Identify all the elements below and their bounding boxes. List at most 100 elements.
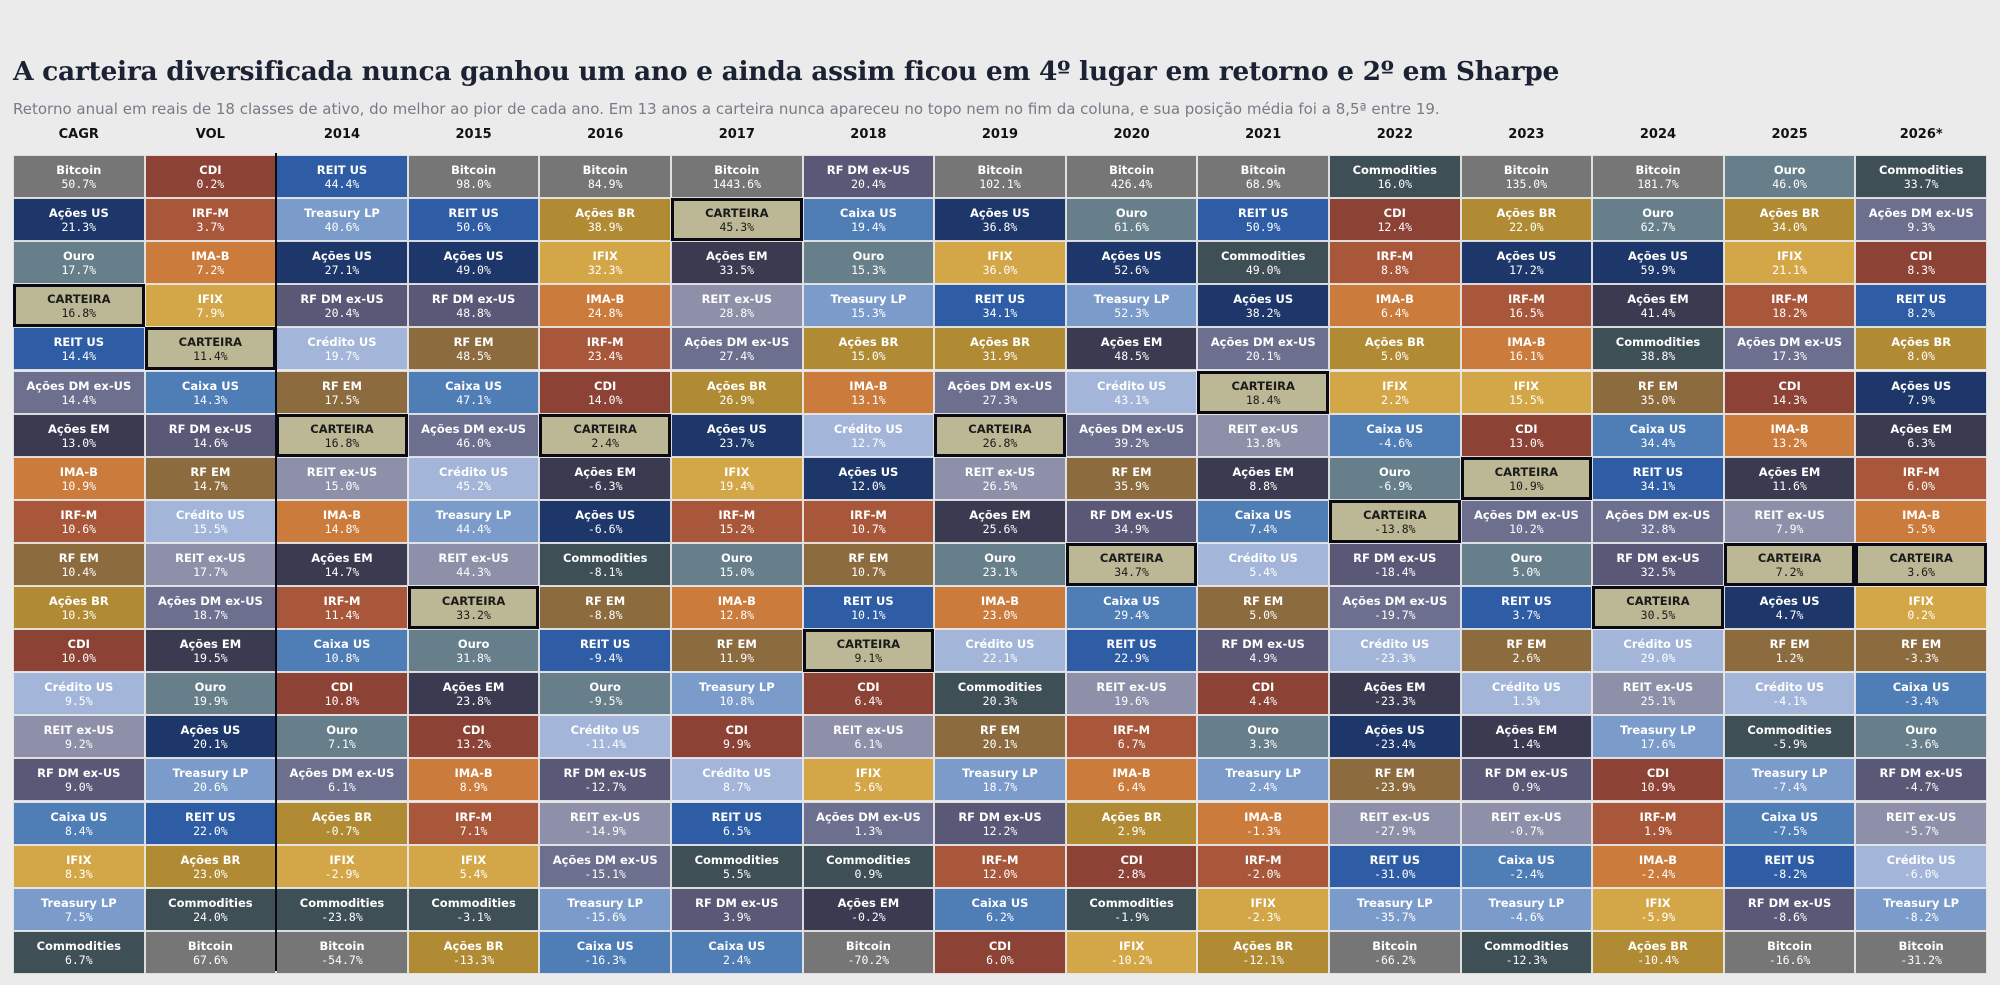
return-value: 50.9% [1245,220,1281,235]
ranking-cell: Ações BR 15.0% [802,327,935,371]
asset-label: Ações BR [48,594,109,608]
ranking-cell: Ações US 12.0% [802,456,935,500]
asset-label: RF EM [1637,378,1678,393]
asset-label: REIT US [53,335,105,350]
ranking-cell: Ações DM ex-US 1.3% [802,801,935,845]
return-value: 3.6% [1907,564,1936,579]
asset-label: IMA-B [1112,766,1151,781]
asset-label: IRF-M [191,206,229,221]
return-value: 35.9% [1114,478,1149,493]
asset-label: Ações EM [574,464,636,479]
ranking-cell: IRF-M 6.7% [1065,715,1198,759]
ranking-cell: IRF-M -2.0% [1197,844,1329,888]
ranking-cell: CDI 2.8% [1065,844,1198,888]
ranking-cell: Ações DM ex-US 17.3% [1723,327,1856,371]
asset-label: CARTEIRA [1889,550,1953,565]
chart-title: A carteira diversificada nunca ganhou um… [13,56,1560,87]
asset-label: Ações BR [1628,938,1688,953]
asset-label: Treasury LP [567,895,644,910]
asset-label: Ações DM ex-US [947,378,1053,393]
return-value: 9.9% [722,737,751,752]
ranking-cell: CDI 12.4% [1329,198,1461,242]
ranking-cell: RF EM 2.6% [1460,629,1593,673]
asset-label: REIT US [711,809,763,824]
ranking-cell: Commodities -3.1% [407,887,540,931]
asset-label: Ouro [721,550,753,565]
asset-label: Bitcoin [977,163,1023,177]
return-value: 17.7% [193,564,228,579]
ranking-cell: Treasury LP 17.6% [1592,715,1724,759]
ranking-cell: IMA-B 8.9% [407,758,540,802]
return-value: 12.0% [851,478,886,493]
asset-label: Bitcoin [1503,163,1549,177]
asset-label: RF DM ex-US [1484,766,1569,781]
ranking-cell: Treasury LP 10.8% [671,672,803,716]
return-value: 6.7% [64,952,93,967]
asset-label: Crédito US [702,766,772,781]
asset-label: Commodities [431,895,516,910]
return-value: 21.1% [1772,263,1807,278]
asset-label: REIT ex-US [1491,809,1562,824]
asset-label: Ouro [1247,723,1279,738]
asset-label: Ações BR [1233,938,1294,953]
return-value: 8.8% [1249,478,1278,493]
return-value: 5.5% [722,866,751,881]
asset-label: CDI [1120,852,1143,867]
ranking-cell: Crédito US 43.1% [1065,370,1198,414]
return-value: -23.8% [321,909,363,924]
ranking-cell: Ações EM 48.5% [1065,327,1198,371]
ranking-cell: REIT US 34.1% [934,284,1066,328]
ranking-cell: IFIX 0.2% [1855,586,1987,630]
ranking-cell: CARTEIRA 10.9% [1460,456,1593,500]
ranking-cell: REIT US 3.7% [1460,586,1593,630]
asset-label: CDI [1778,378,1801,393]
ranking-cell: IRF-M 23.4% [539,327,671,371]
asset-label: Ações DM ex-US [1605,507,1711,522]
return-value: 33.2% [456,608,491,622]
return-value: -7.5% [1772,823,1807,838]
ranking-cell: Caixa US 34.4% [1592,413,1724,457]
ranking-cell: Ouro 15.0% [671,542,803,586]
ranking-cell: Caixa US 7.4% [1197,499,1329,543]
return-value: -1.3% [1245,823,1281,838]
asset-label: IRF-M [1902,464,1940,479]
ranking-cell: CARTEIRA 18.4% [1197,370,1329,414]
asset-label: Ações US [706,421,767,436]
asset-label: Bitcoin [56,163,102,177]
return-value: 6.4% [854,694,883,709]
return-value: 135.0% [1505,177,1548,191]
return-value: 11.6% [1772,478,1807,493]
ranking-cell: Caixa US -7.5% [1723,801,1856,845]
return-value: 20.1% [193,737,228,752]
asset-label: IRF-M [1113,723,1151,738]
ranking-cell: Caixa US 19.4% [802,198,935,242]
ranking-cell: IRF-M 1.9% [1592,801,1724,845]
return-value: 6.3% [1907,435,1936,450]
column-header: 2024 [1639,127,1677,142]
asset-label: RF DM ex-US [1221,637,1305,652]
return-value: 8.0% [1907,349,1936,364]
return-value: -0.7% [1509,823,1544,838]
return-value: 18.4% [1245,392,1281,407]
return-value: 31.8% [456,651,491,666]
asset-label: Caixa US [313,637,371,652]
return-value: 24.8% [587,306,623,321]
return-value: 44.4% [456,521,491,536]
return-value: 11.4% [193,349,228,364]
return-value: 19.4% [719,478,755,493]
ranking-cell: Caixa US 6.2% [934,887,1066,931]
ranking-cell: CDI 6.4% [802,672,935,716]
return-value: 10.2% [1509,521,1544,536]
return-value: -12.1% [1242,952,1284,967]
return-value: 2.4% [1249,780,1278,795]
return-value: 22.0% [193,823,228,838]
ranking-cell: Crédito US 1.5% [1460,672,1593,716]
asset-label: RF DM ex-US [1616,550,1700,565]
return-value: 35.0% [1640,392,1676,407]
asset-label: RF DM ex-US [1353,550,1437,565]
ranking-cell: REIT US 44.4% [276,155,408,199]
ranking-cell: RF DM ex-US -12.7% [539,758,671,802]
ranking-cell: CDI 13.0% [1460,413,1593,457]
return-value: 36.0% [982,263,1018,278]
ranking-cell: RF DM ex-US 14.6% [144,413,277,457]
